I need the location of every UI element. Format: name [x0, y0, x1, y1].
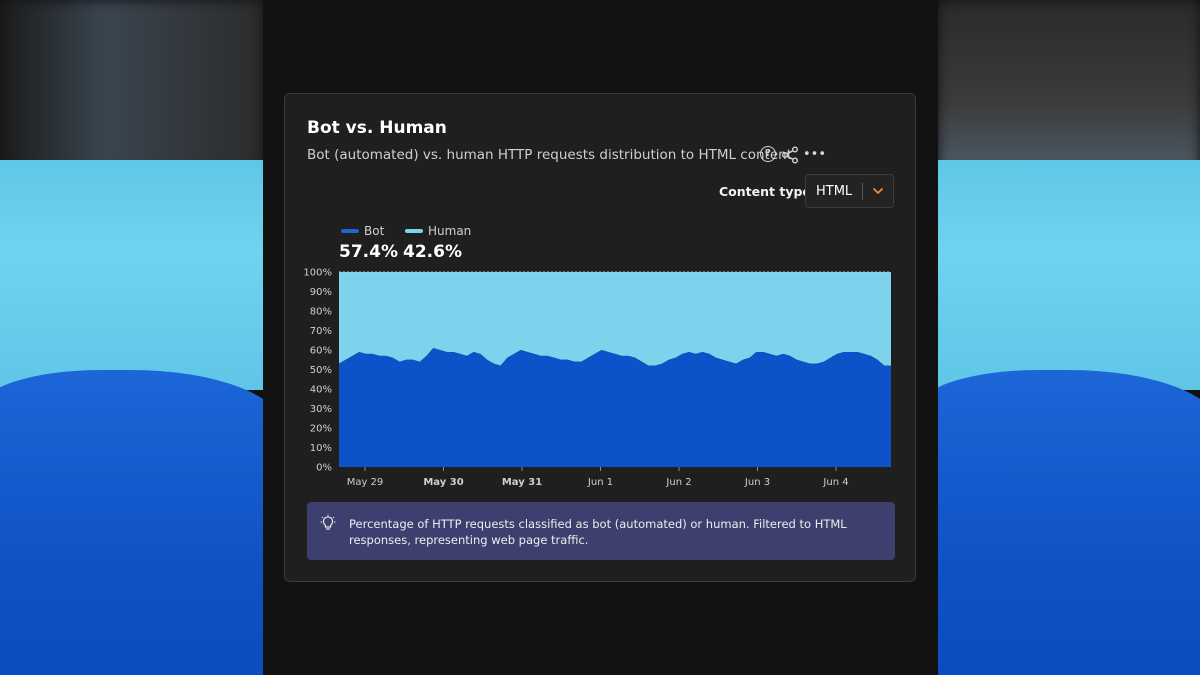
background-left-blur — [0, 0, 263, 675]
x-tick-label: Jun 2 — [665, 477, 691, 488]
legend-value-bot: 57.4% — [339, 242, 398, 262]
series-area-bot — [339, 348, 891, 467]
legend-swatch-human — [405, 229, 423, 233]
y-tick-label: 30% — [310, 404, 332, 415]
y-tick-label: 90% — [310, 287, 332, 298]
y-tick-label: 100% — [303, 268, 332, 279]
bot-vs-human-card: Bot vs. Human Bot (automated) vs. human … — [284, 93, 916, 582]
y-tick-label: 80% — [310, 307, 332, 318]
info-note: Percentage of HTTP requests classified a… — [307, 502, 895, 560]
select-divider — [862, 183, 863, 200]
y-tick-label: 70% — [310, 326, 332, 337]
series-area-human — [339, 272, 891, 366]
background-right-blur — [938, 0, 1200, 675]
more-dots-icon[interactable]: ••• — [803, 147, 827, 162]
x-tick-label: Jun 1 — [587, 477, 613, 488]
y-tick-label: 10% — [310, 443, 332, 454]
legend-label-human: Human — [428, 224, 472, 238]
content-type-label: Content type — [719, 184, 811, 199]
legend-value-human: 42.6% — [403, 242, 462, 262]
bot-human-area-chart: 0% 10% 20% 30% 40% 50% 60% 70% 80% 90% 100% May 29 M… — [303, 268, 891, 488]
y-tick-label: 40% — [310, 385, 332, 396]
y-tick-label: 50% — [310, 365, 332, 376]
x-tick-label: May 30 — [423, 477, 463, 488]
y-tick-label: 0% — [316, 463, 332, 474]
question-circle-icon[interactable]: ? — [760, 146, 776, 162]
legend-swatch-bot — [341, 229, 359, 233]
chevron-down-icon — [873, 188, 883, 194]
x-tick-label: Jun 4 — [822, 477, 848, 488]
card-subtitle: Bot (automated) vs. human HTTP requests … — [307, 147, 792, 163]
share-icon[interactable] — [781, 146, 799, 164]
x-tick-label: May 29 — [347, 477, 384, 488]
y-tick-label: 60% — [310, 346, 332, 357]
y-tick-label: 20% — [310, 424, 332, 435]
legend-label-bot: Bot — [364, 224, 385, 238]
content-type-select[interactable]: HTML — [805, 174, 894, 208]
x-tick-label: Jun 3 — [744, 477, 770, 488]
content-type-value: HTML — [816, 184, 853, 199]
x-tick-label: May 31 — [502, 477, 542, 488]
lightbulb-icon — [320, 514, 336, 530]
info-note-text: Percentage of HTTP requests classified a… — [349, 517, 847, 547]
card-title: Bot vs. Human — [307, 118, 447, 138]
